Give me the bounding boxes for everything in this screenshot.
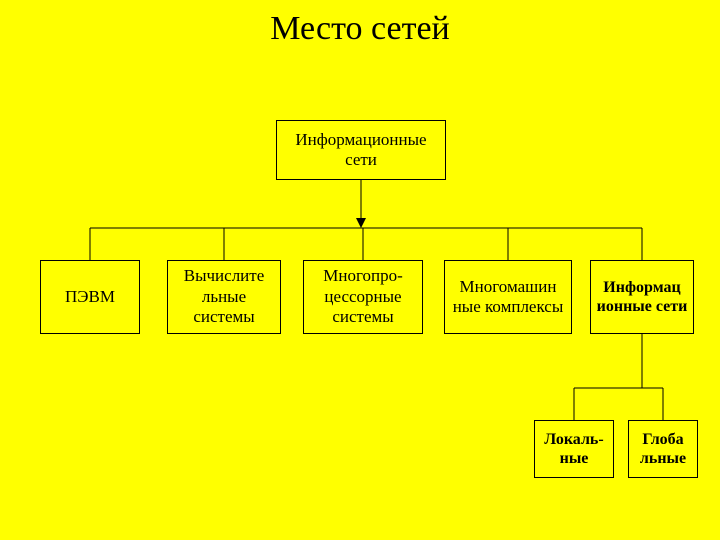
node-pevm: ПЭВМ <box>40 260 140 334</box>
node-root: Информационные сети <box>276 120 446 180</box>
diagram-title: Место сетей <box>0 10 720 48</box>
node-global: Глоба льные <box>628 420 698 478</box>
node-multi: Многопро- цессорные системы <box>303 260 423 334</box>
diagram-canvas: Место сетей Информационные сети ПЭВМ Вычис… <box>0 0 720 540</box>
node-info: Информац ионные сети <box>590 260 694 334</box>
node-vych: Вычислите льные системы <box>167 260 281 334</box>
node-local: Локаль- ные <box>534 420 614 478</box>
node-mash: Многомашин ные комплексы <box>444 260 572 334</box>
